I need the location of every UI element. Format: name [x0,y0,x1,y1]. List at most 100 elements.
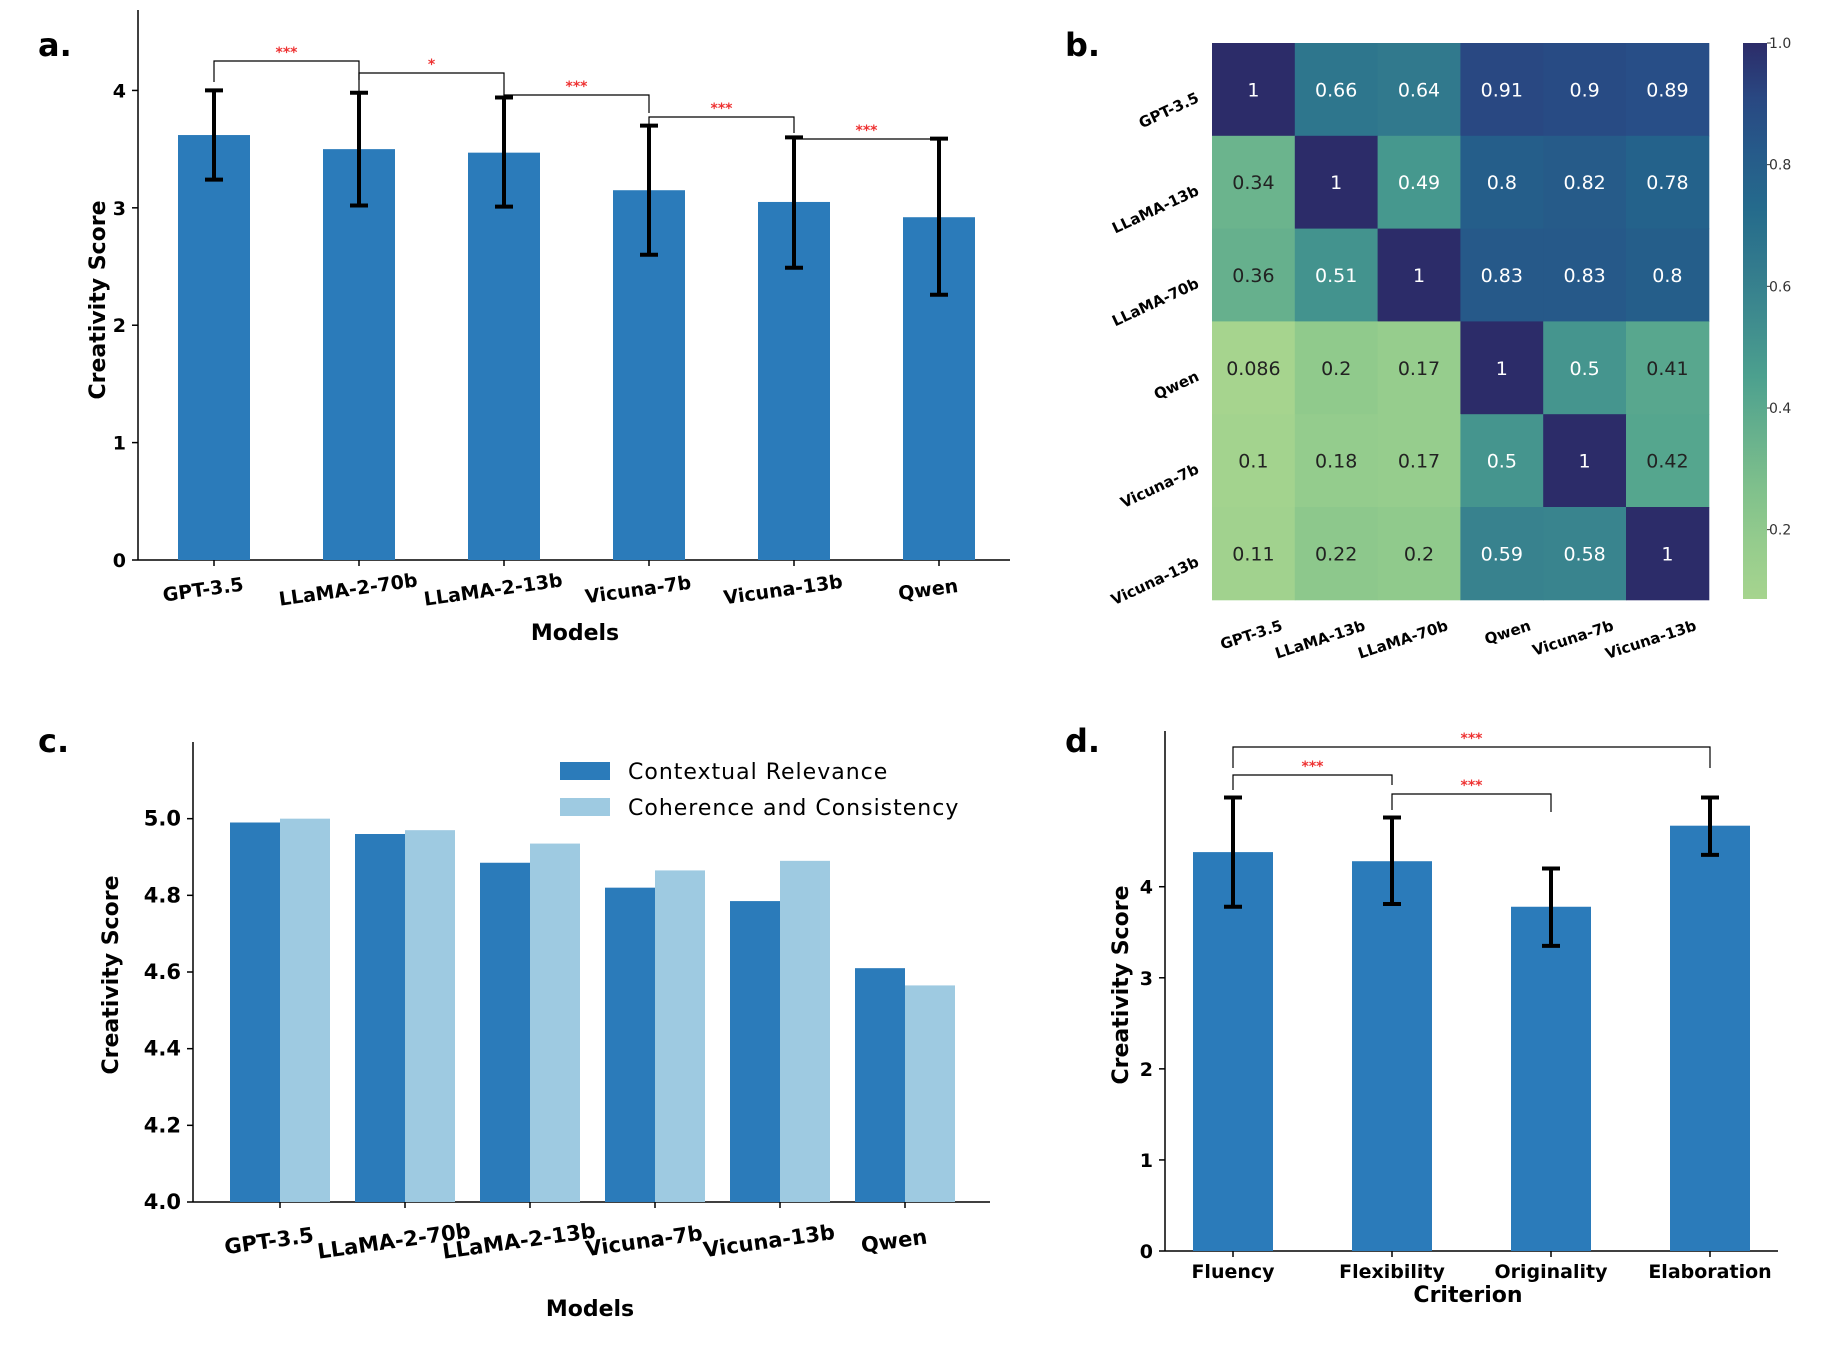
significance-bracket [648,116,795,133]
bar-gpt-3-5-coherence-and-consistency [280,818,330,1202]
heatmap-cell-llama-13b-gpt-3-5 [1212,135,1296,230]
heatmap-cell-gpt-3-5-gpt-3-5 [1212,43,1296,137]
bar-vicuna-7b-coherence-and-consistency [655,870,705,1202]
heatmap-cell-vicuna-7b-qwen [1460,414,1544,508]
bar-llama-2-70b-contextual-relevance [355,834,405,1202]
bar-vicuna-13b-contextual-relevance [730,901,780,1202]
colorbar-tick-label: 0.6 [1769,279,1791,295]
heatmap-value: 1 [1661,543,1673,565]
y-tick-label: 1 [113,433,126,455]
significance-bracket [213,60,360,82]
significance-stars: *** [711,101,734,117]
x-tick-label: GPT-3.5 [161,574,245,607]
heatmap-cell-vicuna-7b-vicuna-13b [1626,414,1710,508]
panel-label: c. [38,722,69,760]
heatmap-value: 0.51 [1315,265,1357,287]
heatmap-value: 0.17 [1398,358,1440,380]
heatmap-value: 0.64 [1398,79,1440,101]
y-tick-label: 2 [113,315,126,337]
heatmap-cell-vicuna-7b-llama-13b [1294,414,1379,508]
heatmap-value: 0.78 [1646,172,1688,194]
heatmap-cell-gpt-3-5-qwen [1460,43,1544,137]
row-label: Qwen [1151,367,1202,403]
y-tick-label: 5.0 [144,807,181,831]
y-axis-label: Creativity Score [86,201,111,400]
y-tick-label: 3 [113,198,126,220]
heatmap-cell-vicuna-7b-llama-70b [1377,414,1461,508]
y-tick-label: 3 [1140,968,1153,990]
significance-stars: *** [276,45,299,61]
heatmap-cell-llama-70b-vicuna-13b [1626,228,1710,322]
row-label: LLaMA-70b [1109,274,1202,330]
panel-label: a. [38,26,72,64]
heatmap-value: 0.83 [1563,265,1605,287]
significance-bracket [503,94,650,113]
significance-bracket [1232,746,1711,768]
legend-label: Coherence and Consistency [628,796,959,821]
x-tick-label: LLaMA-2-70b [277,569,418,610]
significance-bracket [793,138,940,154]
y-tick-label: 4 [1140,877,1153,899]
heatmap-cell-qwen-vicuna-7b [1543,321,1627,415]
heatmap-cell-llama-70b-llama-13b [1294,228,1379,322]
x-tick-label: GPT-3.5 [223,1223,315,1259]
heatmap-cell-gpt-3-5-vicuna-7b [1543,43,1627,137]
heatmap-value: 0.42 [1646,451,1688,473]
col-label: LLaMA-70b [1356,616,1451,662]
heatmap-cell-vicuna-7b-vicuna-7b [1543,414,1627,508]
heatmap-cell-llama-13b-qwen [1460,135,1544,230]
heatmap-value: 1 [1496,358,1508,380]
heatmap-value: 0.8 [1487,172,1517,194]
bar-gpt-3-5 [178,135,250,561]
legend-swatch-contextual-relevance [560,762,610,780]
y-tick-label: 1 [1140,1150,1153,1172]
y-tick-label: 4.6 [144,960,181,984]
row-label: GPT-3.5 [1136,89,1202,132]
heatmap-cell-qwen-llama-13b [1294,321,1379,415]
heatmap-value: 0.22 [1315,543,1357,565]
heatmap-cell-qwen-qwen [1460,321,1544,415]
heatmap-value: 0.34 [1232,172,1274,194]
x-axis-label: Criterion [1413,1283,1522,1308]
heatmap-value: 0.83 [1481,265,1523,287]
bar-flexibility [1352,861,1432,1251]
heatmap-value: 0.9 [1569,79,1599,101]
y-tick-label: 4.8 [144,883,181,907]
heatmap-value: 0.36 [1232,265,1274,287]
heatmap-cell-vicuna-7b-gpt-3-5 [1212,414,1296,508]
heatmap-cell-llama-70b-gpt-3-5 [1212,228,1296,322]
heatmap-value: 0.91 [1481,79,1523,101]
panel-a-creativity-by-model: a. 0 1 2 3 4 GPT-3.5 LLaMA-2-70b LLaMA-2-13b Vicu… [38,10,1010,646]
x-tick-label: Vicuna-7b [584,1221,704,1261]
heatmap-cell-qwen-vicuna-13b [1626,321,1710,415]
heatmap-cell-llama-70b-vicuna-7b [1543,228,1627,322]
colorbar [1743,43,1767,599]
x-axis-label: Models [531,621,619,646]
heatmap-cell-vicuna-13b-vicuna-7b [1543,507,1627,601]
heatmap-value: 0.49 [1398,172,1440,194]
heatmap-value: 0.8 [1652,265,1682,287]
x-tick-label: Vicuna-7b [584,572,693,609]
heatmap-cell-llama-13b-vicuna-7b [1543,135,1627,230]
col-label: LLaMA-13b [1273,616,1368,662]
heatmap-value: 0.17 [1398,451,1440,473]
y-tick-label: 4.2 [144,1113,181,1137]
significance-stars: *** [1461,778,1484,794]
heatmap-cell-llama-70b-llama-70b [1377,228,1461,322]
row-label: Vicuna-7b [1118,460,1202,512]
x-tick-label: Originality [1495,1261,1609,1283]
heatmap-cell-llama-70b-qwen [1460,228,1544,322]
heatmap-value: 0.18 [1315,451,1357,473]
panel-label: b. [1065,26,1100,64]
significance-stars: *** [1461,731,1484,747]
bar-gpt-3-5-contextual-relevance [230,822,280,1202]
x-tick-label: Qwen [897,575,960,605]
x-tick-label: Flexibility [1339,1261,1445,1283]
bar-llama-2-70b [323,149,395,560]
x-tick-label: Vicuna-13b [722,571,844,609]
significance-stars: *** [856,123,879,139]
bar-qwen-contextual-relevance [855,968,905,1202]
heatmap-cell-vicuna-13b-vicuna-13b [1626,507,1710,601]
colorbar-tick-label: 1.0 [1769,36,1791,52]
x-tick-label: Elaboration [1648,1261,1771,1283]
